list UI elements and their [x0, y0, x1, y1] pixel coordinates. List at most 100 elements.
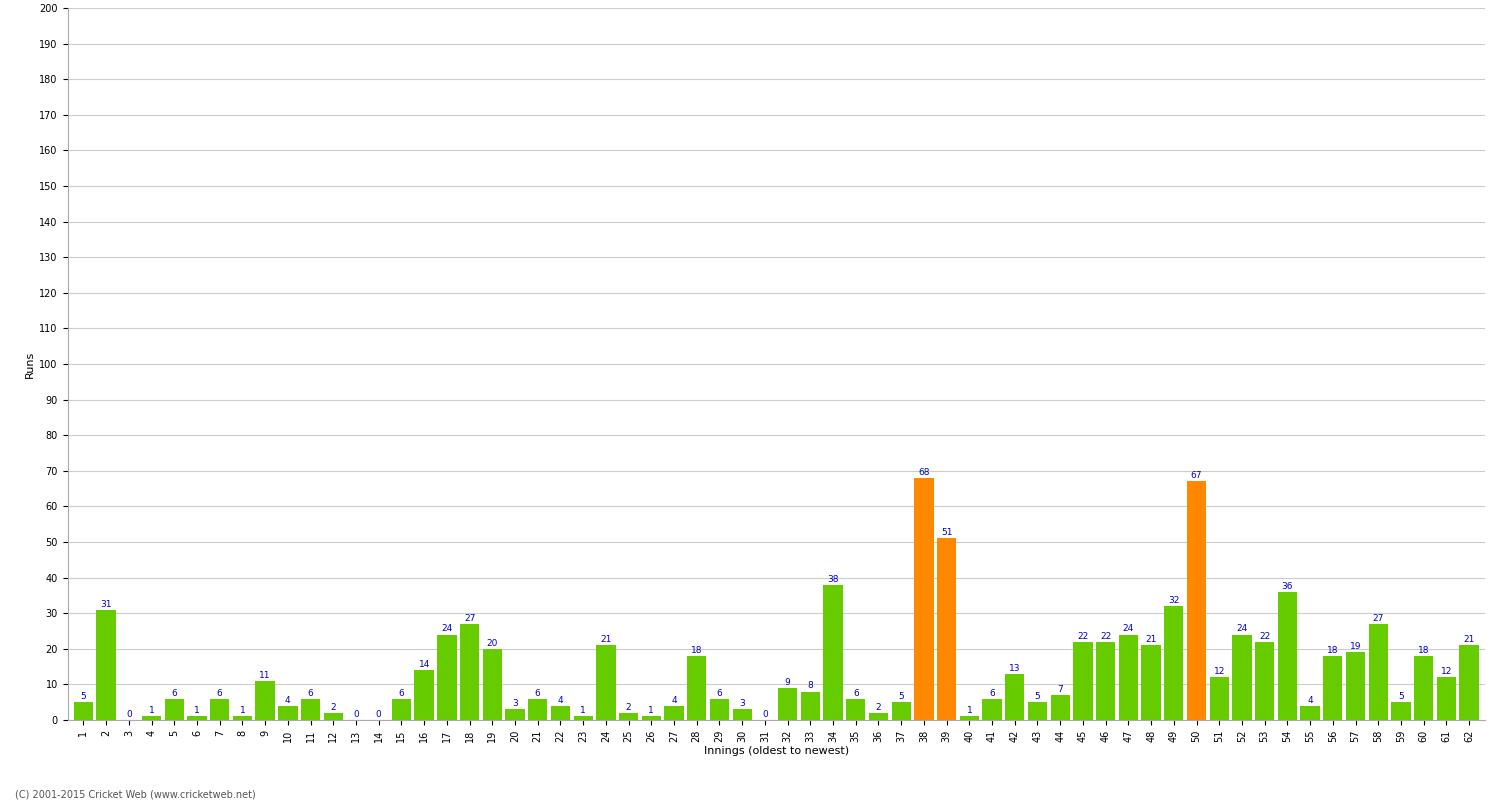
Text: 0: 0 [376, 710, 381, 719]
Bar [801, 691, 820, 720]
Text: 67: 67 [1191, 471, 1203, 481]
Bar [1278, 592, 1298, 720]
Text: 18: 18 [1418, 646, 1430, 655]
Text: 18: 18 [1328, 646, 1338, 655]
Bar [1323, 656, 1342, 720]
Bar [232, 717, 252, 720]
Bar [687, 656, 706, 720]
Bar [278, 706, 297, 720]
Bar [1346, 652, 1365, 720]
Bar [1005, 674, 1025, 720]
Text: 6: 6 [308, 689, 314, 698]
Text: 22: 22 [1258, 632, 1270, 641]
Text: 24: 24 [441, 625, 453, 634]
Text: 6: 6 [717, 689, 723, 698]
Text: 1: 1 [194, 706, 200, 715]
Text: 1: 1 [148, 706, 154, 715]
Bar [1209, 678, 1228, 720]
Text: 20: 20 [486, 638, 498, 648]
Bar [778, 688, 798, 720]
Text: 4: 4 [558, 696, 564, 705]
Text: 24: 24 [1122, 625, 1134, 634]
Text: 9: 9 [784, 678, 790, 687]
Bar [1437, 678, 1456, 720]
Text: 2: 2 [876, 703, 882, 712]
Text: 36: 36 [1281, 582, 1293, 590]
Text: 1: 1 [240, 706, 246, 715]
Bar [392, 698, 411, 720]
Bar [1164, 606, 1184, 720]
Bar [188, 717, 207, 720]
Bar [1233, 634, 1251, 720]
Text: 13: 13 [1010, 664, 1020, 673]
Text: 27: 27 [1372, 614, 1384, 623]
Text: 6: 6 [853, 689, 858, 698]
Bar [165, 698, 184, 720]
Text: 0: 0 [352, 710, 358, 719]
Bar [732, 710, 752, 720]
Text: 5: 5 [1398, 692, 1404, 701]
Text: 22: 22 [1100, 632, 1112, 641]
Text: 12: 12 [1440, 667, 1452, 676]
Bar [596, 646, 615, 720]
Bar [1414, 656, 1434, 720]
Text: 21: 21 [1146, 635, 1156, 644]
Bar [982, 698, 1002, 720]
Text: 6: 6 [171, 689, 177, 698]
Bar [324, 713, 344, 720]
Bar [642, 717, 662, 720]
Bar [1256, 642, 1275, 720]
Bar [483, 649, 502, 720]
Text: 6: 6 [988, 689, 994, 698]
Text: 4: 4 [670, 696, 676, 705]
Text: 8: 8 [807, 682, 813, 690]
Text: 68: 68 [918, 468, 930, 477]
Text: 1: 1 [648, 706, 654, 715]
Text: 4: 4 [285, 696, 291, 705]
Text: 0: 0 [762, 710, 768, 719]
Text: 1: 1 [966, 706, 972, 715]
Bar [664, 706, 684, 720]
Text: 5: 5 [81, 692, 87, 701]
Text: 6: 6 [217, 689, 222, 698]
Bar [868, 713, 888, 720]
Text: 31: 31 [100, 599, 112, 609]
Bar [620, 713, 638, 720]
Text: 4: 4 [1308, 696, 1312, 705]
Bar [1460, 646, 1479, 720]
Bar [460, 624, 478, 720]
Bar [255, 681, 274, 720]
Text: 6: 6 [399, 689, 405, 698]
X-axis label: Innings (oldest to newest): Innings (oldest to newest) [704, 746, 849, 756]
Bar [142, 717, 160, 720]
Text: 24: 24 [1236, 625, 1248, 634]
Text: 27: 27 [464, 614, 476, 623]
Text: 21: 21 [1464, 635, 1474, 644]
Bar [824, 585, 843, 720]
Text: 1: 1 [580, 706, 586, 715]
Text: 12: 12 [1214, 667, 1225, 676]
Bar [210, 698, 230, 720]
Y-axis label: Runs: Runs [26, 350, 34, 378]
Bar [506, 710, 525, 720]
Bar [1074, 642, 1092, 720]
Text: 21: 21 [600, 635, 612, 644]
Text: 14: 14 [419, 660, 430, 669]
Text: 7: 7 [1058, 685, 1064, 694]
Bar [1119, 634, 1138, 720]
Bar [1028, 702, 1047, 720]
Bar [414, 670, 434, 720]
Text: 3: 3 [512, 699, 518, 708]
Text: 5: 5 [1035, 692, 1041, 701]
Text: 51: 51 [940, 528, 952, 538]
Bar [528, 698, 548, 720]
Bar [710, 698, 729, 720]
Bar [1050, 695, 1070, 720]
Bar [573, 717, 592, 720]
Bar [1096, 642, 1116, 720]
Bar [938, 538, 957, 720]
Bar [1368, 624, 1388, 720]
Text: 11: 11 [260, 670, 272, 680]
Bar [550, 706, 570, 720]
Text: 19: 19 [1350, 642, 1362, 651]
